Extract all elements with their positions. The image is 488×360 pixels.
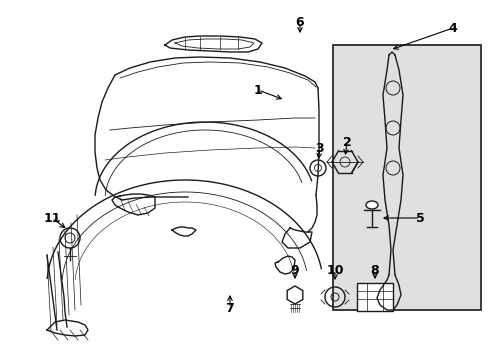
Text: 4: 4 [447, 22, 456, 35]
Text: 5: 5 [415, 211, 424, 225]
Text: 8: 8 [370, 264, 379, 276]
Text: 2: 2 [342, 135, 351, 148]
Text: 11: 11 [43, 211, 61, 225]
Text: 7: 7 [225, 302, 234, 315]
Text: 6: 6 [295, 15, 304, 28]
Bar [356, 283, 392, 311]
Text: 1: 1 [253, 84, 262, 96]
Text: 10: 10 [325, 264, 343, 276]
Text: 3: 3 [315, 141, 324, 154]
Ellipse shape [365, 201, 377, 209]
Text: 9: 9 [290, 264, 299, 276]
Bar [332, 45, 480, 310]
